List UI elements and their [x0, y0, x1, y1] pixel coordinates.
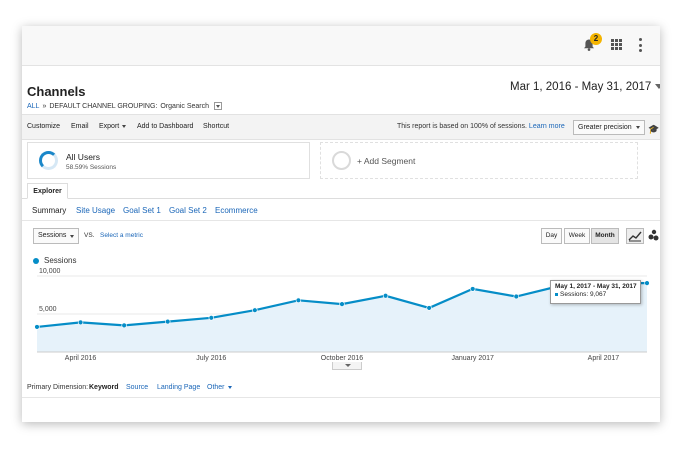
subtab-summary[interactable]: Summary: [32, 206, 67, 215]
data-point: [382, 293, 389, 299]
notification-count-badge: 2: [590, 33, 602, 45]
data-point: [339, 301, 345, 307]
dimension-keyword[interactable]: Keyword: [89, 384, 119, 391]
subtab-divider: [22, 220, 660, 221]
add-segment-label: + Add Segment: [357, 156, 416, 166]
tab-divider: [22, 198, 660, 199]
tooltip-swatch: [555, 293, 558, 296]
chart-expand-handle[interactable]: [332, 362, 362, 370]
tooltip-value-text: Sessions: 9,067: [560, 291, 607, 298]
legend-series-label: Sessions: [44, 256, 77, 265]
period-month-button[interactable]: Month: [591, 228, 619, 244]
dimension-source[interactable]: Source: [126, 384, 149, 391]
data-point: [77, 319, 84, 326]
breadcrumb: ALL » DEFAULT CHANNEL GROUPING: Organic …: [27, 102, 223, 110]
segment-share: 58.59% Sessions: [66, 164, 117, 171]
series-area: [37, 283, 647, 352]
tooltip-title: May 1, 2017 - May 31, 2017: [555, 283, 637, 290]
data-point: [295, 297, 302, 304]
channel-dropdown-icon[interactable]: [214, 102, 223, 110]
tooltip-value: Sessions: 9,067: [555, 291, 636, 298]
sampling-note: This report is based on 100% of sessions…: [397, 123, 565, 130]
chart-legend: Sessions: [33, 256, 76, 265]
y-tick-label: 5,000: [39, 306, 57, 313]
x-tick-label: January 2017: [452, 355, 495, 362]
segment-name: All Users: [66, 152, 101, 162]
segment-all-users[interactable]: All Users 58.59% Sessions: [27, 142, 310, 179]
subtab-goal-set-2[interactable]: Goal Set 2: [169, 206, 207, 215]
subtab-ecommerce[interactable]: Ecommerce: [215, 206, 258, 215]
add-segment-box[interactable]: + Add Segment: [320, 142, 638, 179]
x-tick-label: April 2016: [65, 355, 97, 362]
data-point: [252, 307, 258, 313]
date-range-text: Mar 1, 2016 - May 31, 2017: [510, 81, 652, 93]
data-point: [470, 286, 476, 292]
breadcrumb-separator: »: [42, 102, 47, 110]
primary-dimension-label: Primary Dimension:: [27, 384, 89, 391]
dimension-other-dropdown[interactable]: Other: [207, 384, 232, 391]
subtab-goal-set-1[interactable]: Goal Set 1: [123, 206, 161, 215]
apps-grid-icon[interactable]: [611, 39, 622, 50]
page-title: Channels: [27, 84, 86, 99]
empty-segment-circle-icon: [332, 151, 351, 170]
dimension-landing-page[interactable]: Landing Page: [157, 384, 201, 391]
breadcrumb-channel: Organic Search: [160, 102, 210, 110]
x-tick-label: October 2016: [321, 355, 364, 362]
x-tick-label: July 2016: [196, 355, 226, 362]
metric-dropdown[interactable]: Sessions: [33, 228, 79, 244]
period-day-button[interactable]: Day: [541, 228, 562, 244]
chart-tooltip: May 1, 2017 - May 31, 2017 Sessions: 9,0…: [550, 280, 641, 304]
report-toolbar: Customize Email Export Add to Dashboard …: [22, 114, 660, 140]
data-point: [121, 322, 127, 329]
segment-donut-icon: [39, 151, 58, 170]
x-tick-label: April 2017: [588, 355, 620, 362]
sessions-chart[interactable]: 10,000 5,000 April 2016 July 2016 October 20…: [22, 266, 660, 362]
learn-more-link[interactable]: Learn more: [528, 123, 565, 130]
data-point: [34, 324, 40, 330]
legend-series-swatch: [33, 257, 39, 264]
data-point: [513, 293, 519, 300]
line-chart-glyph: [628, 231, 642, 242]
y-tick-label: 10,000: [39, 268, 61, 275]
add-to-dashboard-button[interactable]: Add to Dashboard: [137, 123, 194, 130]
customize-button[interactable]: Customize: [27, 123, 61, 130]
email-button[interactable]: Email: [71, 123, 89, 130]
vs-label: VS.: [84, 232, 95, 239]
line-chart-icon[interactable]: [626, 228, 644, 244]
data-point: [165, 318, 171, 325]
sampling-note-text: This report is based on 100% of sessions…: [397, 123, 527, 130]
data-point: [208, 315, 214, 321]
period-week-button[interactable]: Week: [564, 228, 590, 244]
breadcrumb-all-link[interactable]: ALL: [27, 102, 40, 110]
precision-dropdown[interactable]: Greater precision: [573, 120, 645, 135]
dimension-divider: [22, 397, 660, 398]
more-options-icon[interactable]: [638, 38, 642, 52]
breadcrumb-grouping: DEFAULT CHANNEL GROUPING:: [49, 102, 158, 110]
motion-chart-icon[interactable]: [646, 228, 660, 244]
motion-chart-glyph: [648, 229, 659, 241]
select-metric-link[interactable]: Select a metric: [100, 232, 143, 239]
data-point: [426, 305, 432, 311]
subtab-site-usage[interactable]: Site Usage: [76, 206, 116, 215]
chevron-down-icon: [655, 84, 660, 90]
top-bar: 2: [22, 26, 660, 66]
analytics-window: 2 Channels ALL » DEFAULT CHANNEL GROUPIN…: [22, 26, 660, 422]
export-button[interactable]: Export: [99, 123, 126, 130]
tab-explorer[interactable]: Explorer: [27, 183, 68, 199]
graduation-cap-icon[interactable]: 🎓: [648, 124, 660, 134]
data-point: [644, 280, 650, 286]
date-range-picker[interactable]: Mar 1, 2016 - May 31, 2017: [510, 81, 660, 93]
shortcut-button[interactable]: Shortcut: [203, 123, 230, 130]
